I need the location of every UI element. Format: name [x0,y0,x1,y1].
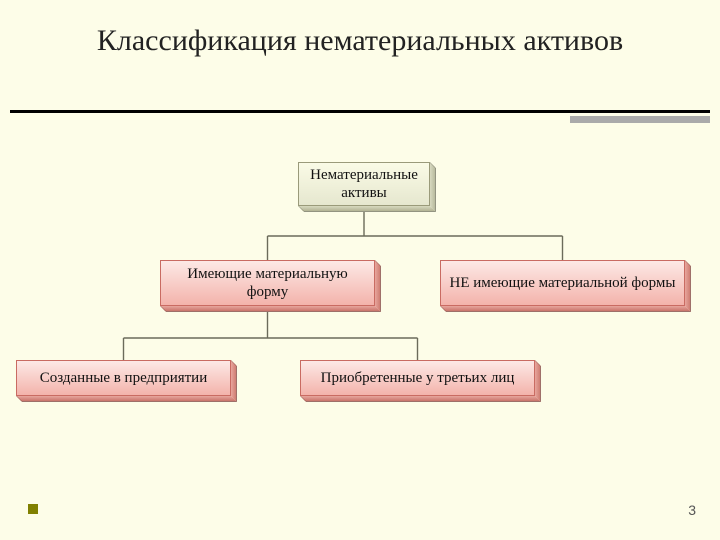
page-number: 3 [688,502,696,518]
footer-bullet-icon [28,504,38,514]
node-n1b-depth-side [535,360,541,402]
node-n1-depth-bottom [160,306,381,312]
node-n1a: Созданные в предприятии [16,360,231,396]
node-root-depth-bottom [298,206,436,212]
node-n1b-depth-bottom [300,396,541,402]
node-n2-depth-bottom [440,306,691,312]
node-n1: Имеющие материальнуюформу [160,260,375,306]
node-root: Нематериальные активы [298,162,430,206]
node-n1a-depth-bottom [16,396,237,402]
node-n2: НЕ имеющие материальной формы [440,260,685,306]
node-n1-depth-side [375,260,381,312]
node-n1a-depth-side [231,360,237,402]
node-n1b: Приобретенные у третьих лиц [300,360,535,396]
node-root-depth-side [430,162,436,212]
classification-diagram: Нематериальные активы Имеющие материальну… [0,0,720,540]
node-n2-depth-side [685,260,691,312]
